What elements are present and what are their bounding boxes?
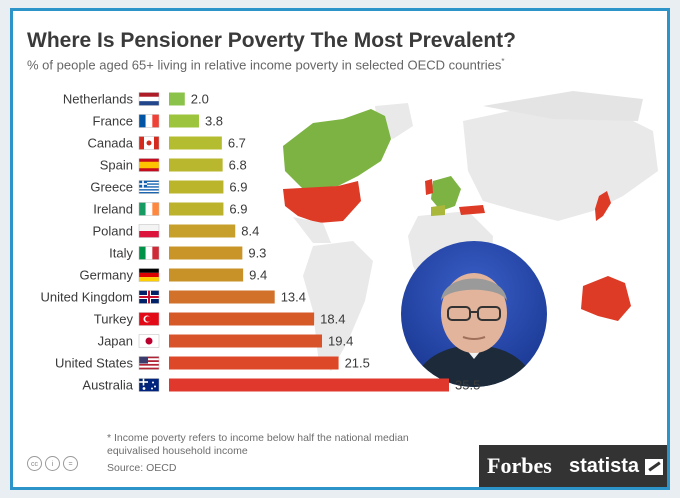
category-label-australia: Australia	[82, 378, 133, 393]
portrait-illustration	[411, 273, 537, 387]
bar-france	[169, 114, 199, 128]
category-label-netherlands: Netherlands	[63, 92, 134, 107]
map-mexico	[293, 217, 331, 243]
bar-poland	[169, 224, 236, 238]
map-europe-green	[431, 176, 461, 211]
value-label-greece: 6.9	[229, 180, 247, 195]
map-japan	[595, 191, 611, 221]
map-canada	[283, 109, 391, 189]
category-label-united-kingdom: United Kingdom	[41, 290, 134, 305]
category-label-spain: Spain	[100, 158, 133, 173]
flag-australia-icon	[138, 378, 160, 392]
map-australia	[581, 276, 631, 321]
flag-netherlands-icon	[138, 92, 160, 106]
statista-mark-icon	[645, 459, 663, 475]
bar-chart: Netherlands 2.0 France 3.8 Canada 6.7 Spain 6.8…	[41, 92, 481, 393]
category-label-turkey: Turkey	[94, 312, 134, 327]
category-label-japan: Japan	[98, 334, 133, 349]
map-usa	[283, 181, 361, 223]
bar-spain	[169, 158, 223, 172]
category-label-france: France	[93, 114, 133, 129]
value-label-italy: 9.3	[248, 246, 266, 261]
category-label-ireland: Ireland	[93, 202, 133, 217]
chart-subtitle: % of people aged 65+ living in relative …	[27, 57, 505, 72]
map-russia-north	[483, 91, 643, 121]
value-label-france: 3.8	[205, 114, 223, 129]
category-label-greece: Greece	[90, 180, 133, 195]
bar-italy	[169, 246, 243, 260]
statista-logo: statista	[569, 455, 640, 477]
value-label-australia: 35.5	[455, 378, 480, 393]
value-label-spain: 6.8	[229, 158, 247, 173]
bar-japan	[169, 334, 323, 348]
value-label-netherlands: 2.0	[191, 92, 209, 107]
category-label-germany: Germany	[80, 268, 134, 283]
bar-greece	[169, 180, 224, 194]
value-label-united-states: 21.5	[345, 356, 370, 371]
flag-ireland-icon	[138, 202, 160, 216]
value-label-germany: 9.4	[249, 268, 267, 283]
subtitle-footnote-mark: *	[501, 57, 505, 66]
flag-poland-icon	[138, 224, 160, 238]
infographic-frame: Where Is Pensioner Poverty The Most Prev…	[10, 8, 670, 490]
flag-italy-icon	[138, 246, 160, 260]
value-label-poland: 8.4	[241, 224, 259, 239]
chart-title: Where Is Pensioner Poverty The Most Prev…	[27, 29, 516, 52]
category-label-united-states: United States	[55, 356, 134, 371]
flag-france-icon	[138, 114, 160, 128]
bar-united-kingdom	[169, 290, 275, 304]
flag-canada-icon	[138, 136, 160, 150]
no-derivatives-icon: =	[63, 456, 78, 471]
flag-germany-icon	[138, 268, 160, 282]
flag-uk-icon	[138, 290, 160, 304]
value-label-japan: 19.4	[328, 334, 353, 349]
map-asia	[463, 106, 658, 221]
value-label-united-kingdom: 13.4	[281, 290, 306, 305]
bar-united-states	[169, 356, 339, 370]
bar-australia	[169, 378, 449, 392]
flag-spain-icon	[138, 158, 160, 172]
brand-bar	[479, 445, 667, 487]
flag-turkey-icon	[138, 312, 160, 326]
bar-netherlands	[169, 92, 185, 106]
portrait-photo	[401, 241, 547, 387]
license-icons: cc i =	[27, 456, 78, 471]
flag-usa-icon	[138, 356, 160, 370]
value-label-turkey: 18.4	[320, 312, 345, 327]
category-label-poland: Poland	[93, 224, 133, 239]
cc-icon: cc	[27, 456, 42, 471]
footnote: * Income poverty refers to income below …	[107, 432, 409, 457]
value-label-canada: 6.7	[228, 136, 246, 151]
bar-ireland	[169, 202, 224, 216]
bar-turkey	[169, 312, 315, 326]
map-spain	[431, 205, 445, 216]
value-label-ireland: 6.9	[229, 202, 247, 217]
attribution-icon: i	[45, 456, 60, 471]
source-note: Source: OECD	[107, 462, 177, 474]
subtitle-text: % of people aged 65+ living in relative …	[27, 57, 502, 73]
bar-canada	[169, 136, 222, 150]
bar-germany	[169, 268, 244, 282]
flag-japan-icon	[138, 334, 160, 348]
flag-greece-icon	[138, 180, 160, 194]
category-label-canada: Canada	[87, 136, 133, 151]
map-uk	[425, 179, 433, 195]
map-turkey	[459, 205, 485, 215]
category-label-italy: Italy	[109, 246, 133, 261]
forbes-logo: Forbes	[487, 453, 552, 478]
